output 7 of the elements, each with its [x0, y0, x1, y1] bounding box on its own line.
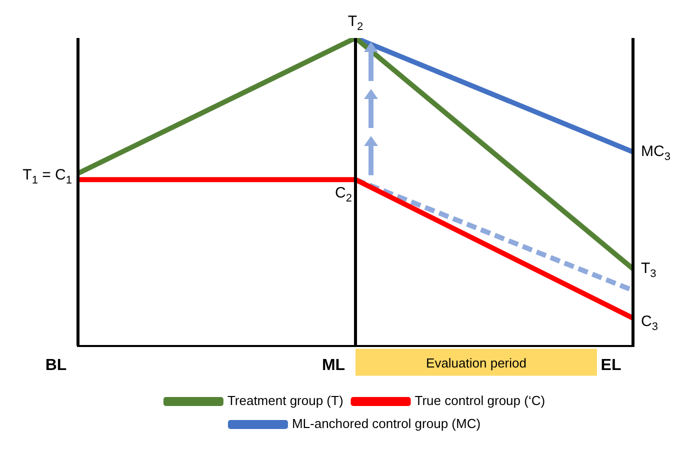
text: Evaluation period: [426, 355, 526, 370]
legend-label: Treatment group (T): [227, 393, 344, 408]
x-tick-label: ML: [322, 356, 346, 374]
x-tick-label: EL: [600, 356, 622, 374]
legend-label: ML-anchored control group (MC): [292, 416, 481, 432]
legend-label: True control group (‘C): [414, 393, 546, 408]
x-tick-label: BL: [45, 356, 67, 374]
